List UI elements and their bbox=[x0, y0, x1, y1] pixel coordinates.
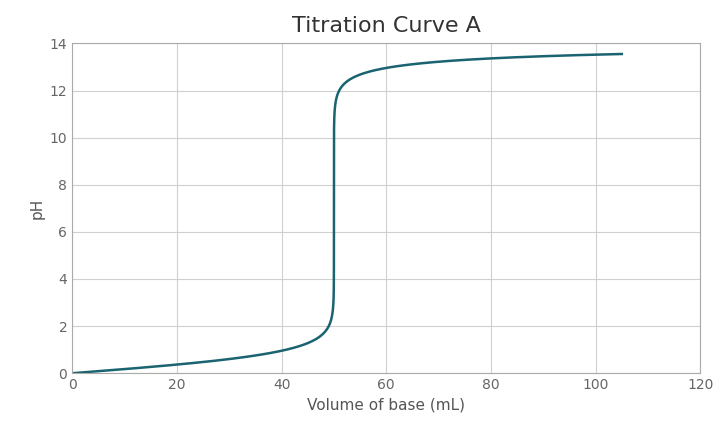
Title: Titration Curve A: Titration Curve A bbox=[292, 16, 481, 36]
X-axis label: Volume of base (mL): Volume of base (mL) bbox=[308, 398, 465, 413]
Y-axis label: pH: pH bbox=[29, 198, 44, 219]
